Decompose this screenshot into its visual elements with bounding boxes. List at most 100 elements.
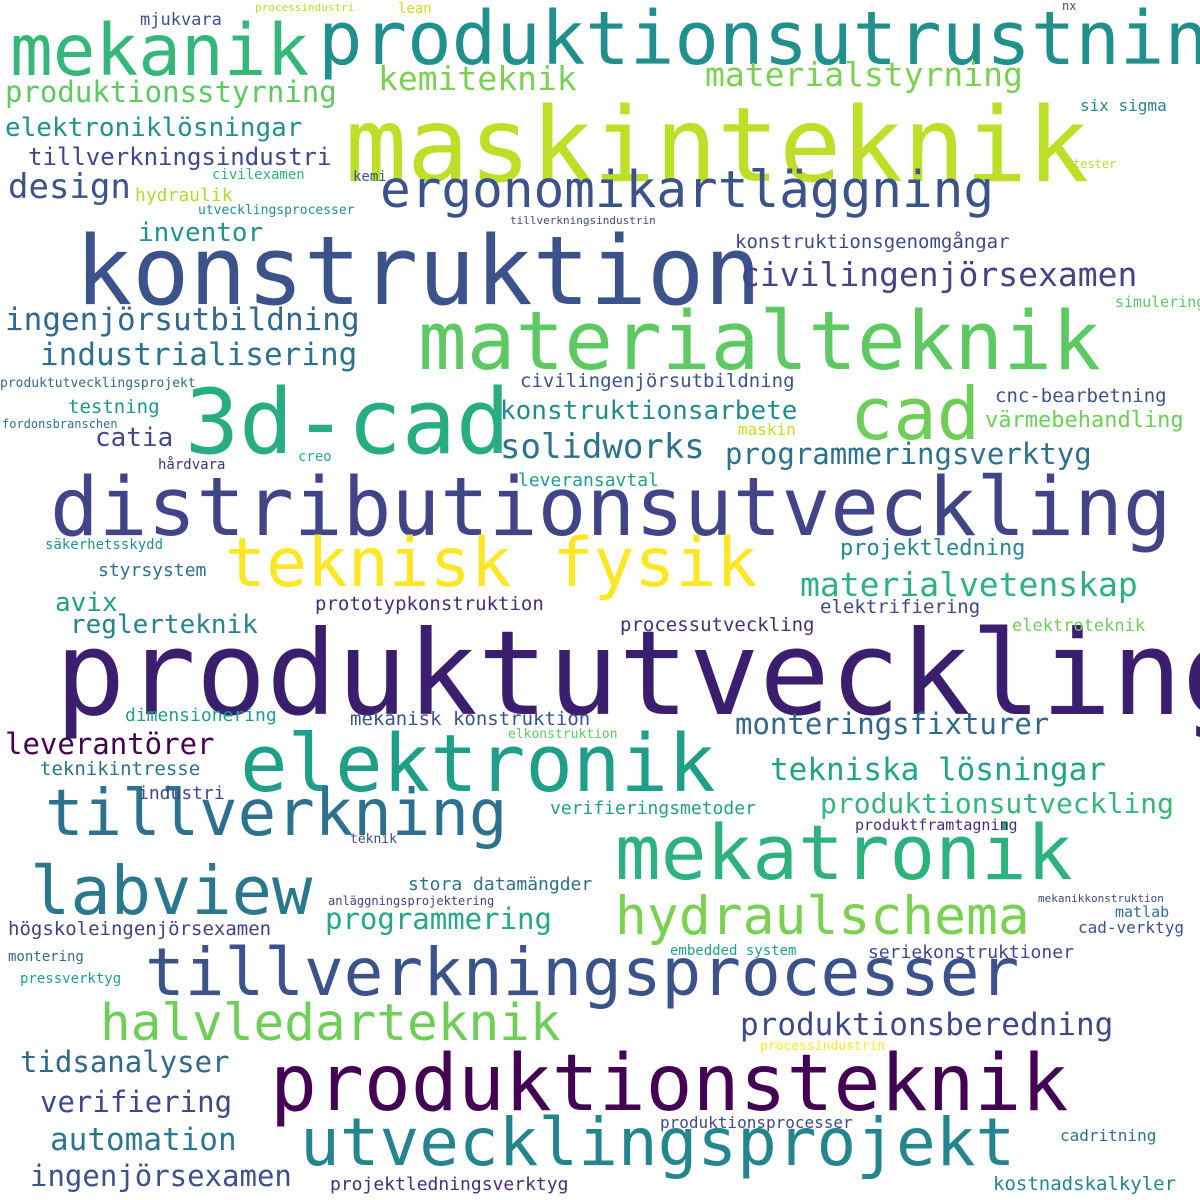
word: produktionsutrustning <box>318 0 1200 82</box>
word: processindustrin <box>760 1039 886 1054</box>
word: elektroteknik <box>1012 616 1146 636</box>
word: cadritning <box>1060 1126 1157 1145</box>
word: tester <box>1073 157 1117 171</box>
word: teknikintresse <box>40 758 201 780</box>
word: seriekonstruktioner <box>868 942 1074 963</box>
word: tekniska lösningar <box>770 752 1106 788</box>
word: inventor <box>138 218 264 248</box>
word: högskoleingenjörsexamen <box>8 918 272 940</box>
word: produktionsberedning <box>740 1007 1114 1043</box>
word: reglerteknik <box>70 610 258 640</box>
word: leveransavtal <box>518 470 659 491</box>
word: anläggningsprojektering <box>328 894 495 908</box>
word: montering <box>8 949 84 965</box>
word: projektledningsverktyg <box>330 1174 569 1195</box>
word: simulering <box>1115 293 1200 311</box>
word: labview <box>30 852 313 930</box>
word: verifiering <box>40 1085 233 1119</box>
word: distributionsutveckling <box>50 461 1172 555</box>
word: testning <box>68 396 160 418</box>
word: industrialisering <box>40 337 358 373</box>
word: konstruktionsarbete <box>500 396 798 426</box>
word: säkerhetsskydd <box>45 537 164 553</box>
word: produktutvecklingsprojekt <box>0 376 196 391</box>
word: processindustri <box>255 1 355 14</box>
word: civilingenjörsexamen <box>740 255 1138 294</box>
word: catia <box>95 423 174 453</box>
word: teknisk fysik <box>225 524 758 603</box>
word: fordonsbranschen <box>2 417 118 431</box>
word: produktframtagning <box>855 816 1018 834</box>
word: six sigma <box>1080 96 1167 115</box>
word: hydraulschema <box>615 886 1030 947</box>
word: nx <box>1062 0 1077 13</box>
word: konstruktionsgenomgångar <box>735 231 1010 253</box>
word: värmebehandling <box>985 408 1184 433</box>
word: matlab <box>1115 903 1170 921</box>
word: elektronik <box>240 718 716 810</box>
word: konstruktion <box>75 217 762 327</box>
word: stora datamängder <box>408 874 593 895</box>
word: maskin <box>738 420 796 439</box>
word: hårdvara <box>158 457 226 473</box>
word: produktionsteknik <box>270 1039 1069 1129</box>
word: lean <box>398 1 432 17</box>
word: elektrifiering <box>820 596 981 618</box>
word: tillverkningsindustri <box>28 143 332 171</box>
word: kostnadskalkyler <box>993 1173 1177 1195</box>
word: mekanikkonstruktion <box>1038 892 1164 905</box>
word: ingenjörsutbildning <box>5 302 360 338</box>
word: programmering <box>325 902 552 936</box>
word: maskinteknik <box>345 86 1090 206</box>
word: creo <box>298 449 332 465</box>
word: cad-verktyg <box>1078 918 1184 937</box>
word: hydraulik <box>135 185 233 206</box>
word: produktionsprocesser <box>660 1113 853 1132</box>
word: materialteknik <box>418 295 1101 389</box>
word: mekanik <box>10 9 310 92</box>
word: verifieringsmetoder <box>550 798 756 819</box>
word: design <box>8 167 131 207</box>
word: prototypkonstruktion <box>315 593 544 615</box>
word: leverantörer <box>5 727 215 761</box>
word: tillverkningsindustrin <box>510 214 656 227</box>
word: mekatronik <box>615 808 1073 897</box>
word: ingenjörsexamen <box>30 1159 292 1193</box>
word: programmeringsverktyg <box>725 437 1092 471</box>
word: utvecklingsprojekt <box>300 1104 1016 1181</box>
word: produktutveckling <box>55 605 1200 742</box>
word: elektroniklösningar <box>5 113 303 143</box>
word: styrsystem <box>98 560 207 581</box>
word: produktionsutveckling <box>820 787 1175 820</box>
word: tillverkningsprocesser <box>145 934 1020 1011</box>
word: tidsanalyser <box>20 1045 230 1079</box>
word: civilingenjörsutbildning <box>520 370 795 392</box>
word: projektledning <box>840 536 1026 561</box>
word: elkonstruktion <box>508 727 618 742</box>
word: civilexamen <box>212 167 305 183</box>
word: materialvetenskap <box>800 565 1138 604</box>
word: produktionsstyrning <box>5 75 337 109</box>
word: 3d-cad <box>185 370 511 475</box>
word: solidworks <box>500 427 705 467</box>
word: utvecklingsprocesser <box>198 203 355 218</box>
word: mjukvara <box>140 10 222 30</box>
word: automation <box>50 1122 237 1158</box>
word: cnc-bearbetning <box>995 385 1167 407</box>
word: tillverkning <box>45 777 508 851</box>
word: pressverktyg <box>20 971 122 987</box>
word: mekanisk konstruktion <box>350 708 591 730</box>
word: kemiteknik <box>378 59 577 98</box>
word: avix <box>55 588 118 618</box>
word: halvledarteknik <box>100 994 561 1053</box>
word: embedded system <box>670 943 797 959</box>
word: materialstyrning <box>705 55 1023 94</box>
word: kemi <box>353 169 387 185</box>
word: teknik <box>350 832 397 847</box>
word: cad <box>850 372 981 456</box>
word: monteringsfixturer <box>735 707 1050 741</box>
word: dimensionering <box>125 705 277 726</box>
word: ergonomikartläggning <box>380 161 995 220</box>
word: industri <box>138 783 225 804</box>
